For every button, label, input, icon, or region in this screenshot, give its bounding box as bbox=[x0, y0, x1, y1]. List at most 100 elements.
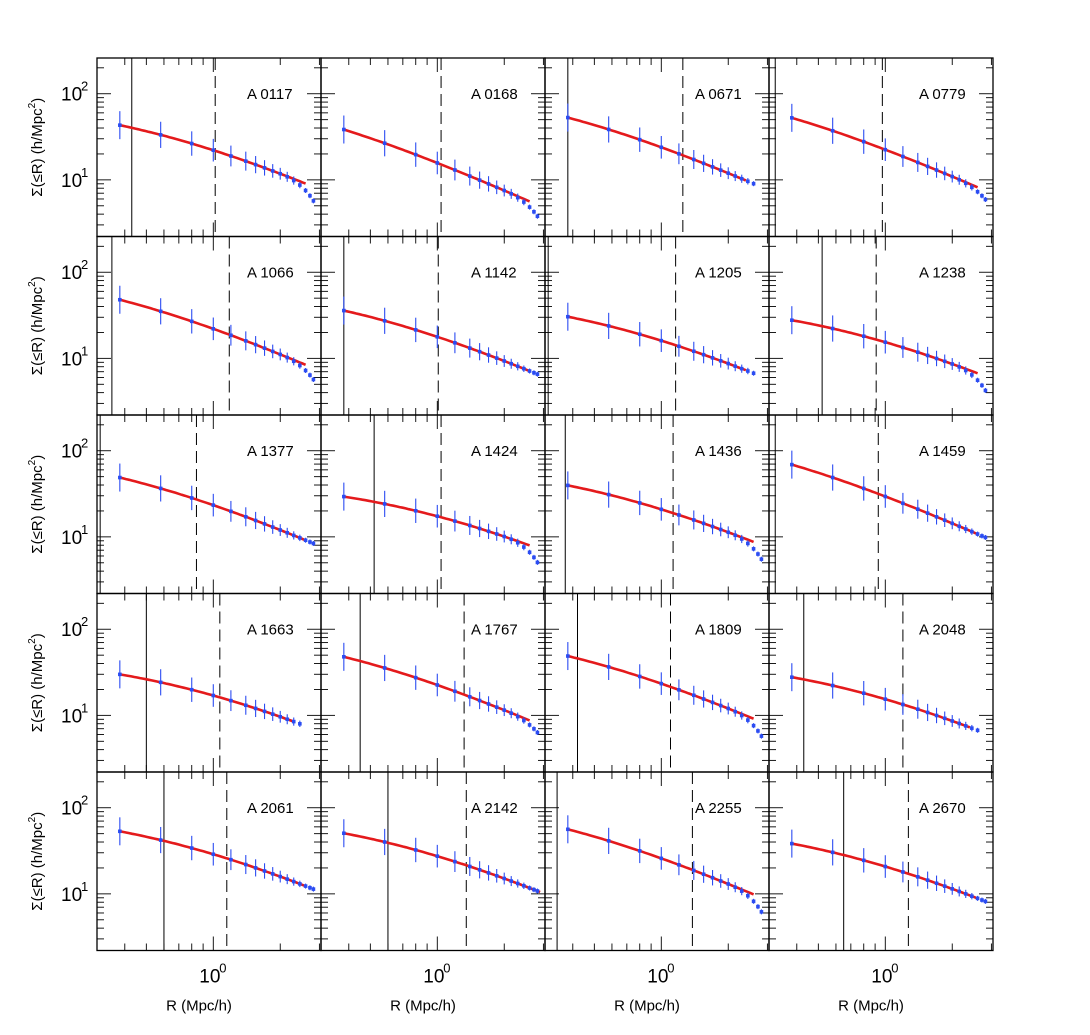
data-point bbox=[883, 147, 888, 152]
data-point bbox=[790, 318, 794, 322]
data-point bbox=[435, 683, 440, 687]
panel-A-1424: A 1424 bbox=[320, 414, 546, 595]
panel-frame bbox=[96, 57, 322, 238]
y-tick-label-exponent: 1 bbox=[81, 879, 88, 894]
panel-frame bbox=[96, 592, 322, 773]
data-point bbox=[262, 346, 267, 350]
data-point bbox=[285, 530, 290, 535]
data-point bbox=[311, 887, 316, 891]
data-point bbox=[739, 889, 744, 893]
data-point bbox=[975, 189, 980, 194]
fit-curve bbox=[343, 128, 531, 203]
x-tick-label-exponent: 0 bbox=[443, 961, 450, 976]
data-point bbox=[901, 870, 905, 874]
data-point bbox=[637, 849, 642, 853]
data-point bbox=[532, 555, 536, 560]
y-tick-label-exponent: 2 bbox=[81, 614, 88, 629]
data-point bbox=[270, 712, 275, 716]
data-point bbox=[308, 373, 312, 377]
data-point bbox=[118, 672, 122, 677]
data-point bbox=[942, 518, 947, 523]
data-point bbox=[211, 148, 216, 152]
y-axis-title: Σ(≤R) (h/Mpc2) bbox=[27, 98, 46, 197]
data-point bbox=[291, 178, 296, 183]
data-point bbox=[925, 878, 930, 882]
data-point bbox=[790, 841, 794, 846]
data-point bbox=[298, 722, 302, 726]
panel-A-2255: A 2255 bbox=[544, 771, 770, 952]
x-axis-title: R (Mpc/h) bbox=[838, 998, 904, 1015]
data-point bbox=[710, 165, 715, 169]
data-point bbox=[957, 721, 962, 726]
x-axis-title: R (Mpc/h) bbox=[390, 998, 456, 1015]
data-point bbox=[486, 182, 491, 186]
data-point bbox=[677, 344, 681, 349]
panel-label: A 0671 bbox=[695, 86, 742, 103]
data-point bbox=[527, 205, 532, 209]
panel-A-1142: A 1142 bbox=[320, 235, 546, 416]
data-point bbox=[311, 199, 316, 203]
panel-A-1436: A 1436 bbox=[544, 414, 770, 595]
fit-curve bbox=[343, 309, 531, 373]
data-point bbox=[435, 335, 440, 339]
data-point bbox=[229, 509, 233, 514]
panel-A-2142: A 2142 bbox=[320, 771, 546, 952]
panel-label: A 1424 bbox=[471, 443, 518, 460]
x-axis-title: R (Mpc/h) bbox=[614, 998, 680, 1015]
data-point bbox=[494, 185, 499, 190]
data-point bbox=[659, 507, 664, 512]
data-point bbox=[925, 353, 930, 358]
data-point bbox=[453, 341, 457, 345]
data-point bbox=[726, 361, 731, 366]
x-tick-label: 10 bbox=[199, 967, 220, 988]
data-point bbox=[901, 345, 905, 350]
data-point bbox=[502, 876, 507, 881]
data-point bbox=[189, 846, 194, 850]
data-point bbox=[934, 713, 939, 718]
data-point bbox=[980, 534, 984, 538]
data-point bbox=[285, 355, 290, 360]
data-point bbox=[158, 680, 163, 685]
data-point bbox=[934, 881, 939, 886]
y-tick-label-exponent: 2 bbox=[81, 436, 88, 451]
data-point bbox=[718, 527, 723, 532]
data-point bbox=[262, 522, 267, 526]
data-point bbox=[467, 864, 472, 869]
data-point bbox=[229, 154, 233, 158]
panel-A-1767: A 1767 bbox=[320, 592, 546, 773]
data-point bbox=[342, 127, 346, 132]
data-point bbox=[790, 462, 794, 467]
data-point bbox=[229, 857, 233, 862]
data-point bbox=[726, 171, 731, 176]
data-point bbox=[522, 366, 526, 371]
data-point bbox=[677, 152, 681, 156]
data-point bbox=[983, 899, 988, 904]
data-point bbox=[659, 145, 664, 150]
data-point bbox=[883, 697, 888, 701]
data-point bbox=[308, 193, 312, 198]
panel-A-1663: A 1663 bbox=[96, 592, 322, 773]
fit-curve bbox=[791, 116, 979, 189]
data-point bbox=[535, 889, 540, 893]
data-point bbox=[980, 193, 984, 198]
data-point bbox=[189, 319, 194, 324]
data-point bbox=[303, 188, 308, 193]
data-point bbox=[270, 525, 275, 529]
data-point bbox=[509, 711, 514, 716]
data-point bbox=[726, 706, 731, 711]
data-point bbox=[942, 171, 947, 176]
data-point bbox=[291, 879, 296, 884]
data-point bbox=[751, 181, 756, 186]
y-tick-label: 10 bbox=[61, 349, 82, 370]
data-point bbox=[515, 881, 520, 886]
y-tick-label: 10 bbox=[61, 799, 82, 820]
data-point bbox=[494, 532, 499, 536]
data-point bbox=[710, 356, 715, 360]
fit-curve bbox=[567, 315, 747, 372]
data-point bbox=[270, 349, 275, 354]
fit-curve bbox=[567, 654, 755, 720]
data-point bbox=[901, 154, 905, 159]
data-point bbox=[509, 192, 514, 196]
data-point bbox=[830, 128, 835, 133]
